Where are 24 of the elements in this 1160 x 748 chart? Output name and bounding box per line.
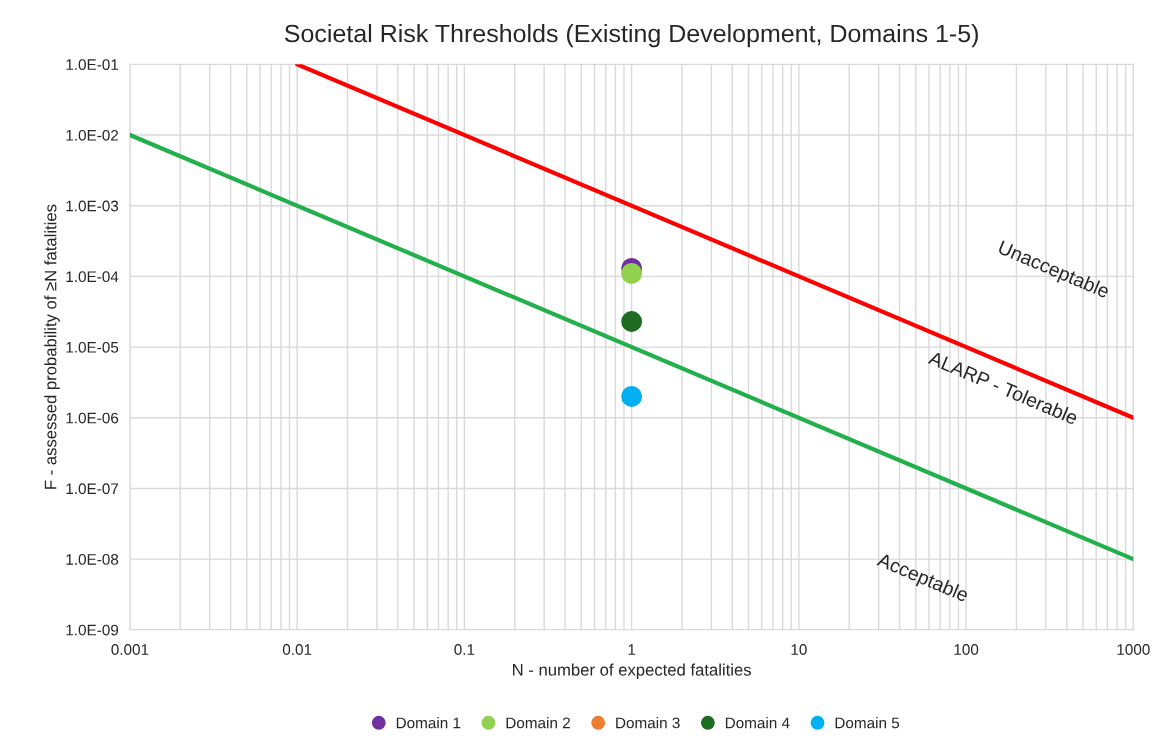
x-tick-label: 0.01	[282, 644, 312, 655]
legend-label: Domain 5	[835, 717, 900, 729]
x-axis-title: N - number of expected fatalities	[513, 663, 751, 680]
y-tick-label: 1.0E-03	[66, 200, 119, 212]
x-tick-label: 0.001	[111, 644, 149, 655]
legend-label: Domain 4	[725, 717, 790, 729]
x-tick-label: 0.1	[454, 644, 475, 655]
y-tick-label: 1.0E-07	[66, 483, 119, 495]
x-tick-label: 1	[628, 644, 636, 655]
legend-label: Domain 2	[506, 717, 570, 729]
y-tick-label: 1.0E-06	[66, 412, 119, 424]
legend-label: Domain 3	[616, 717, 680, 729]
y-tick-label: 1.0E-01	[66, 59, 119, 71]
y-tick-label: 1.0E-09	[66, 624, 119, 636]
y-tick-label: 1.0E-04	[66, 271, 119, 283]
chart-title: Societal Risk Thresholds (Existing Development, Domains 1-5)	[284, 23, 978, 48]
y-tick-label: 1.0E-02	[66, 129, 119, 141]
legend-label: Domain 1	[396, 717, 461, 729]
x-tick-label: 10	[791, 644, 807, 655]
y-tick-label: 1.0E-05	[66, 341, 119, 353]
y-tick-label: 1.0E-08	[66, 554, 119, 565]
x-tick-label: 100	[954, 644, 979, 655]
y-axis-title: F - assessed probability of ≥N fatalities	[44, 204, 60, 489]
x-tick-label: 1000	[1117, 644, 1150, 655]
